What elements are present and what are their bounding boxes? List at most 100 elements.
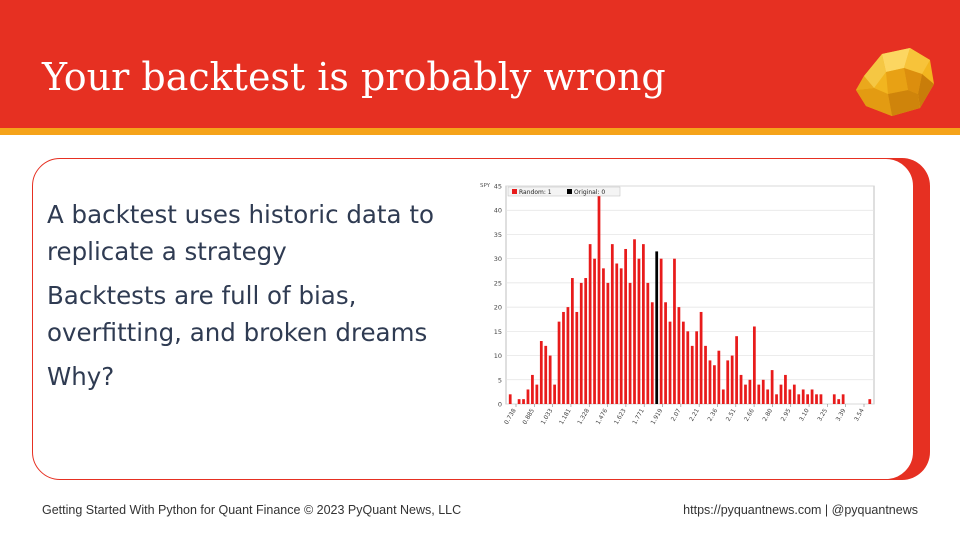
histogram-bar [806,394,810,404]
histogram-bar [788,389,792,404]
histogram-bar [668,321,672,404]
x-tick-label: 0.885 [521,407,536,426]
x-tick-label: 3.39 [835,407,848,422]
histogram-bar [575,311,579,404]
legend-swatch [512,189,517,194]
legend-label: Random: 1 [519,189,552,196]
y-tick-label: 15 [494,328,502,336]
histogram-bar [832,394,836,404]
y-tick-label: 40 [494,207,502,215]
x-tick-label: 3.54 [853,407,866,422]
x-tick-label: 2.36 [706,407,719,422]
corner-label: SPY [480,183,491,189]
histogram-bar [646,282,650,404]
histogram-bar [726,360,730,404]
y-tick-label: 20 [494,304,502,312]
y-tick-label: 0 [498,401,502,409]
histogram-bar [544,345,548,404]
histogram-bar [610,244,614,404]
legend-label: Original: 0 [574,189,605,196]
header-bar [0,0,960,128]
histogram-bar [704,345,707,404]
x-tick-label: 1.033 [540,407,555,426]
header-accent-stripe [0,128,960,135]
y-tick-label: 10 [494,352,502,360]
histogram-bar [579,282,583,404]
histogram-bar [628,282,632,404]
x-tick-label: 0.738 [503,407,518,426]
histogram-bar [588,244,592,404]
x-tick-label: 2.66 [743,407,756,422]
legend-swatch [567,189,572,194]
x-tick-label: 1.476 [595,407,610,426]
histogram-bar [615,263,619,404]
histogram-bar [792,384,796,404]
histogram-bar [531,374,534,404]
x-tick-label: 1.771 [631,407,646,426]
histogram-bar [779,384,783,404]
x-tick-label: 2.07 [670,407,683,422]
histogram-bar [681,321,685,404]
original-marker-bar [655,251,659,404]
x-tick-label: 2.80 [761,407,774,422]
histogram-bar [868,399,872,404]
histogram-bar [584,278,588,404]
histogram-bar [686,331,690,404]
histogram-bar [642,244,645,404]
histogram-bar [699,311,703,404]
gold-nugget-icon [856,48,934,116]
x-tick-label: 1.623 [613,407,628,426]
x-tick-label: 3.25 [816,407,829,422]
histogram-bar [784,374,787,404]
histogram-bar [673,258,676,404]
y-tick-label: 30 [494,255,502,263]
histogram-bar [770,370,774,404]
histogram-bar [721,389,725,404]
y-tick-label: 35 [494,231,502,239]
histogram-bar [633,239,636,404]
histogram-bar [664,302,667,404]
footer-copyright: Getting Started With Python for Quant Fi… [42,503,462,517]
histogram-bar [606,282,610,404]
footer-links: https://pyquantnews.com | @pyquantnews [683,503,918,517]
histogram-bar [570,278,574,404]
histogram-bar [650,302,654,404]
histogram-bar [517,399,521,404]
bullet-list: A backtest uses historic data to replica… [47,196,477,402]
histogram-bar [522,399,525,404]
histogram-bar [539,341,543,404]
histogram-bar [526,389,530,404]
bullet-item: Why? [47,362,115,391]
histogram-bar [739,374,743,404]
histogram-bar [797,394,801,404]
histogram-bar [566,307,570,404]
histogram-bar [810,389,814,404]
histogram-bar [735,336,738,404]
histogram-bar [695,331,699,404]
histogram-bar [819,394,823,404]
y-tick-label: 45 [494,183,502,191]
bullet-item: Backtests are full of bias, overfitting,… [47,281,428,347]
x-tick-label: 1.919 [650,407,665,426]
histogram-bar [677,307,681,404]
histogram-bar [548,355,552,404]
histogram-bar [535,384,539,404]
histogram-bar [744,384,747,404]
x-tick-label: 2.95 [780,407,793,422]
histogram-bar [730,355,734,404]
histogram-bar [757,384,761,404]
slide-title: Your backtest is probably wrong [42,55,666,99]
histogram-bar [801,389,805,404]
histogram-bar [713,365,716,404]
plot-area [505,185,875,405]
histogram-bar [775,394,778,404]
histogram-bar [602,268,605,404]
x-tick-label: 2.21 [688,407,701,422]
legend-box [507,186,621,197]
histogram-bar [553,384,556,404]
histogram-bar [562,311,565,404]
histogram-bar [708,360,712,404]
histogram-bar [717,350,721,404]
histogram-bar [659,258,663,404]
